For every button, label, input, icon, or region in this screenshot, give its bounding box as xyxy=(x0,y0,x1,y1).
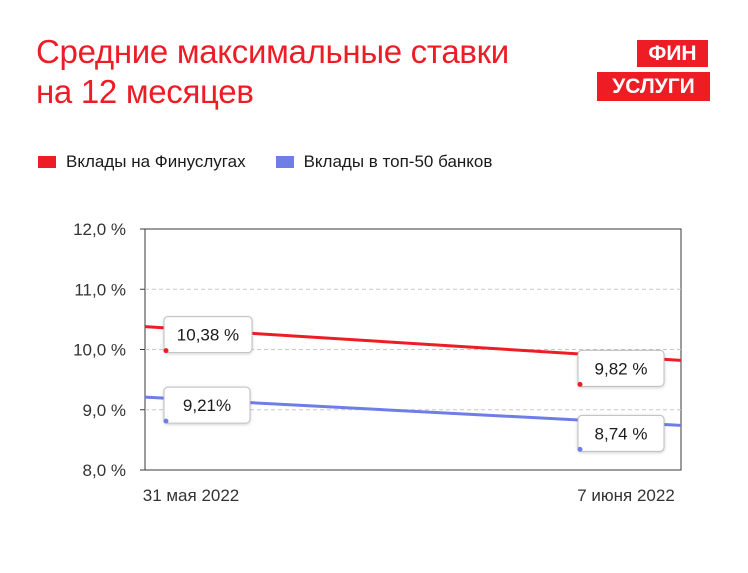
data-label: 10,38 % xyxy=(163,316,253,354)
data-point-marker xyxy=(577,446,583,452)
legend-label-top50: Вклады в топ-50 банков xyxy=(303,152,493,171)
data-label-box xyxy=(163,316,253,354)
chart-legend: Вклады на Финуслугах Вклады в топ-50 бан… xyxy=(38,152,492,172)
data-point-marker xyxy=(163,418,169,424)
data-point-marker xyxy=(163,348,169,354)
logo-line-1: ФИН xyxy=(637,40,708,67)
data-label-box xyxy=(577,349,665,387)
legend-swatch-top50 xyxy=(275,156,294,168)
data-label: 9,21% xyxy=(163,386,251,424)
data-label-box xyxy=(577,414,665,452)
title-line-2: на 12 месяцев xyxy=(36,73,254,110)
logo-line-2: УСЛУГИ xyxy=(597,72,710,101)
y-tick-label: 11,0 % xyxy=(74,280,126,299)
x-tick-label: 31 мая 2022 xyxy=(143,486,240,505)
y-tick-label: 8,0 % xyxy=(83,461,126,480)
title-line-1: Средние максимальные ставки xyxy=(36,33,509,70)
x-tick-label: 7 июня 2022 xyxy=(577,486,675,505)
data-label-text: 8,74 % xyxy=(595,424,648,443)
data-label: 9,82 % xyxy=(577,349,665,387)
data-label-text: 10,38 % xyxy=(177,326,239,345)
legend-label-finuslugi: Вклады на Финуслугах xyxy=(66,152,246,171)
y-tick-label: 12,0 % xyxy=(73,220,126,239)
y-tick-label: 9,0 % xyxy=(83,401,126,420)
legend-swatch-finuslugi xyxy=(38,156,56,168)
data-point-marker xyxy=(577,381,583,387)
legend-item-top50: Вклады в топ-50 банков xyxy=(275,152,493,172)
y-tick-label: 10,0 % xyxy=(73,341,126,360)
data-label-text: 9,21% xyxy=(183,396,231,415)
data-label-text: 9,82 % xyxy=(595,359,648,378)
page-title: Средние максимальные ставки на 12 месяце… xyxy=(36,32,509,112)
legend-item-finuslugi: Вклады на Финуслугах xyxy=(38,152,246,172)
data-label: 8,74 % xyxy=(577,414,665,452)
data-label-box xyxy=(163,386,251,424)
